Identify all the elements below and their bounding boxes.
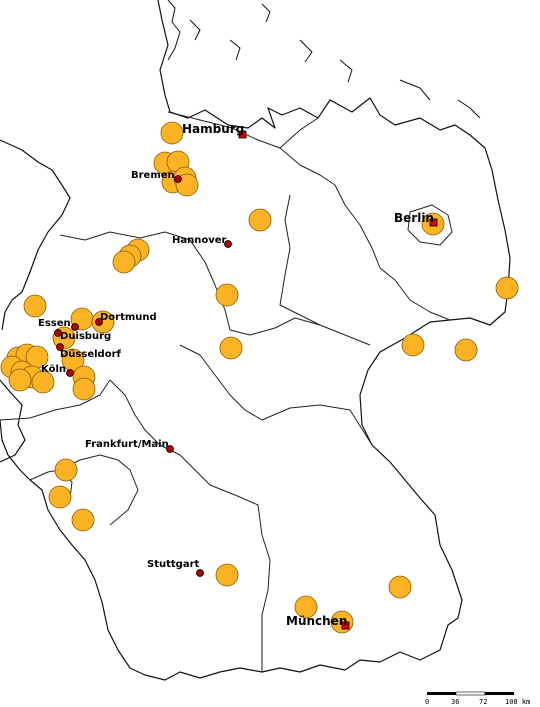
coast-islands — [167, 0, 481, 119]
label-hamburg: Hamburg — [182, 122, 244, 136]
site-marker — [23, 294, 47, 318]
site-marker — [112, 250, 136, 274]
site-marker — [219, 336, 243, 360]
label-hannover: Hannover — [172, 235, 227, 246]
scale-tick-0: 0 — [425, 698, 429, 706]
site-markers — [0, 121, 519, 634]
west-border-2 — [0, 379, 26, 463]
site-marker — [401, 333, 425, 357]
city-dot-essen — [71, 323, 79, 331]
site-marker — [215, 283, 239, 307]
site-marker — [71, 508, 95, 532]
city-square-hamburg — [238, 130, 247, 139]
state-borders — [0, 111, 453, 672]
city-dot-koln — [66, 369, 74, 377]
city-dot-frankfurt — [166, 445, 174, 453]
scale-tick-72: 72 — [479, 698, 487, 706]
label-munchen: München — [286, 614, 347, 628]
west-border — [0, 139, 71, 331]
site-marker — [248, 208, 272, 232]
scale-tick-108: 108 km — [505, 698, 530, 706]
site-marker — [54, 458, 78, 482]
site-marker — [160, 121, 184, 145]
scale-tick-36: 36 — [451, 698, 459, 706]
site-marker — [294, 595, 318, 619]
site-marker — [72, 377, 96, 401]
site-marker — [454, 338, 478, 362]
label-essen: Essen — [38, 318, 71, 329]
site-marker — [48, 485, 72, 509]
label-dusseldorf: Düsseldorf — [60, 349, 121, 360]
city-dot-duisburg — [54, 329, 62, 337]
city-dot-hannover — [224, 240, 232, 248]
city-dot-dortmund — [95, 318, 103, 326]
site-marker — [91, 310, 115, 334]
label-frankfurt: Frankfurt/Main — [85, 439, 169, 450]
city-labels: Hamburg Bremen Berlin Hannover Dortmund … — [38, 122, 434, 628]
city-square-berlin — [429, 218, 438, 227]
label-koln: Köln — [41, 364, 66, 375]
scale-bar: 0 36 72 108 km — [425, 691, 530, 706]
label-dortmund: Dortmund — [100, 312, 157, 323]
country-border — [0, 0, 511, 681]
city-dot-dusseldorf — [56, 343, 64, 351]
label-stuttgart: Stuttgart — [147, 559, 200, 570]
label-berlin: Berlin — [394, 211, 434, 225]
city-square-munchen — [341, 621, 350, 630]
site-marker — [8, 368, 32, 392]
label-bremen: Bremen — [131, 170, 175, 181]
site-marker — [215, 563, 239, 587]
site-marker — [31, 370, 55, 394]
label-duisburg: Duisburg — [60, 331, 111, 342]
site-marker — [495, 276, 519, 300]
city-dot-stuttgart — [196, 569, 204, 577]
city-dot-bremen — [174, 175, 182, 183]
site-marker — [388, 575, 412, 599]
city-symbols — [54, 130, 438, 630]
